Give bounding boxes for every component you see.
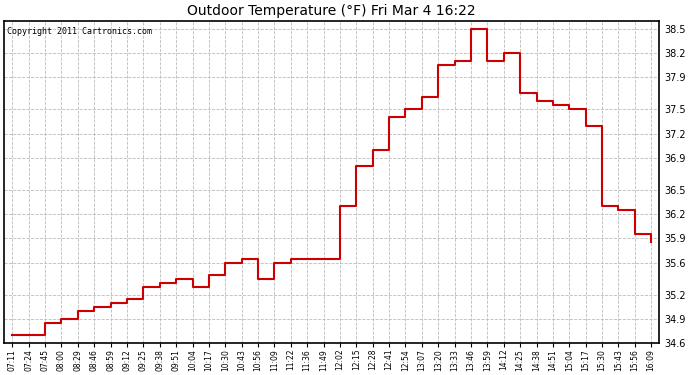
Text: Copyright 2011 Cartronics.com: Copyright 2011 Cartronics.com bbox=[8, 27, 152, 36]
Title: Outdoor Temperature (°F) Fri Mar 4 16:22: Outdoor Temperature (°F) Fri Mar 4 16:22 bbox=[188, 4, 476, 18]
